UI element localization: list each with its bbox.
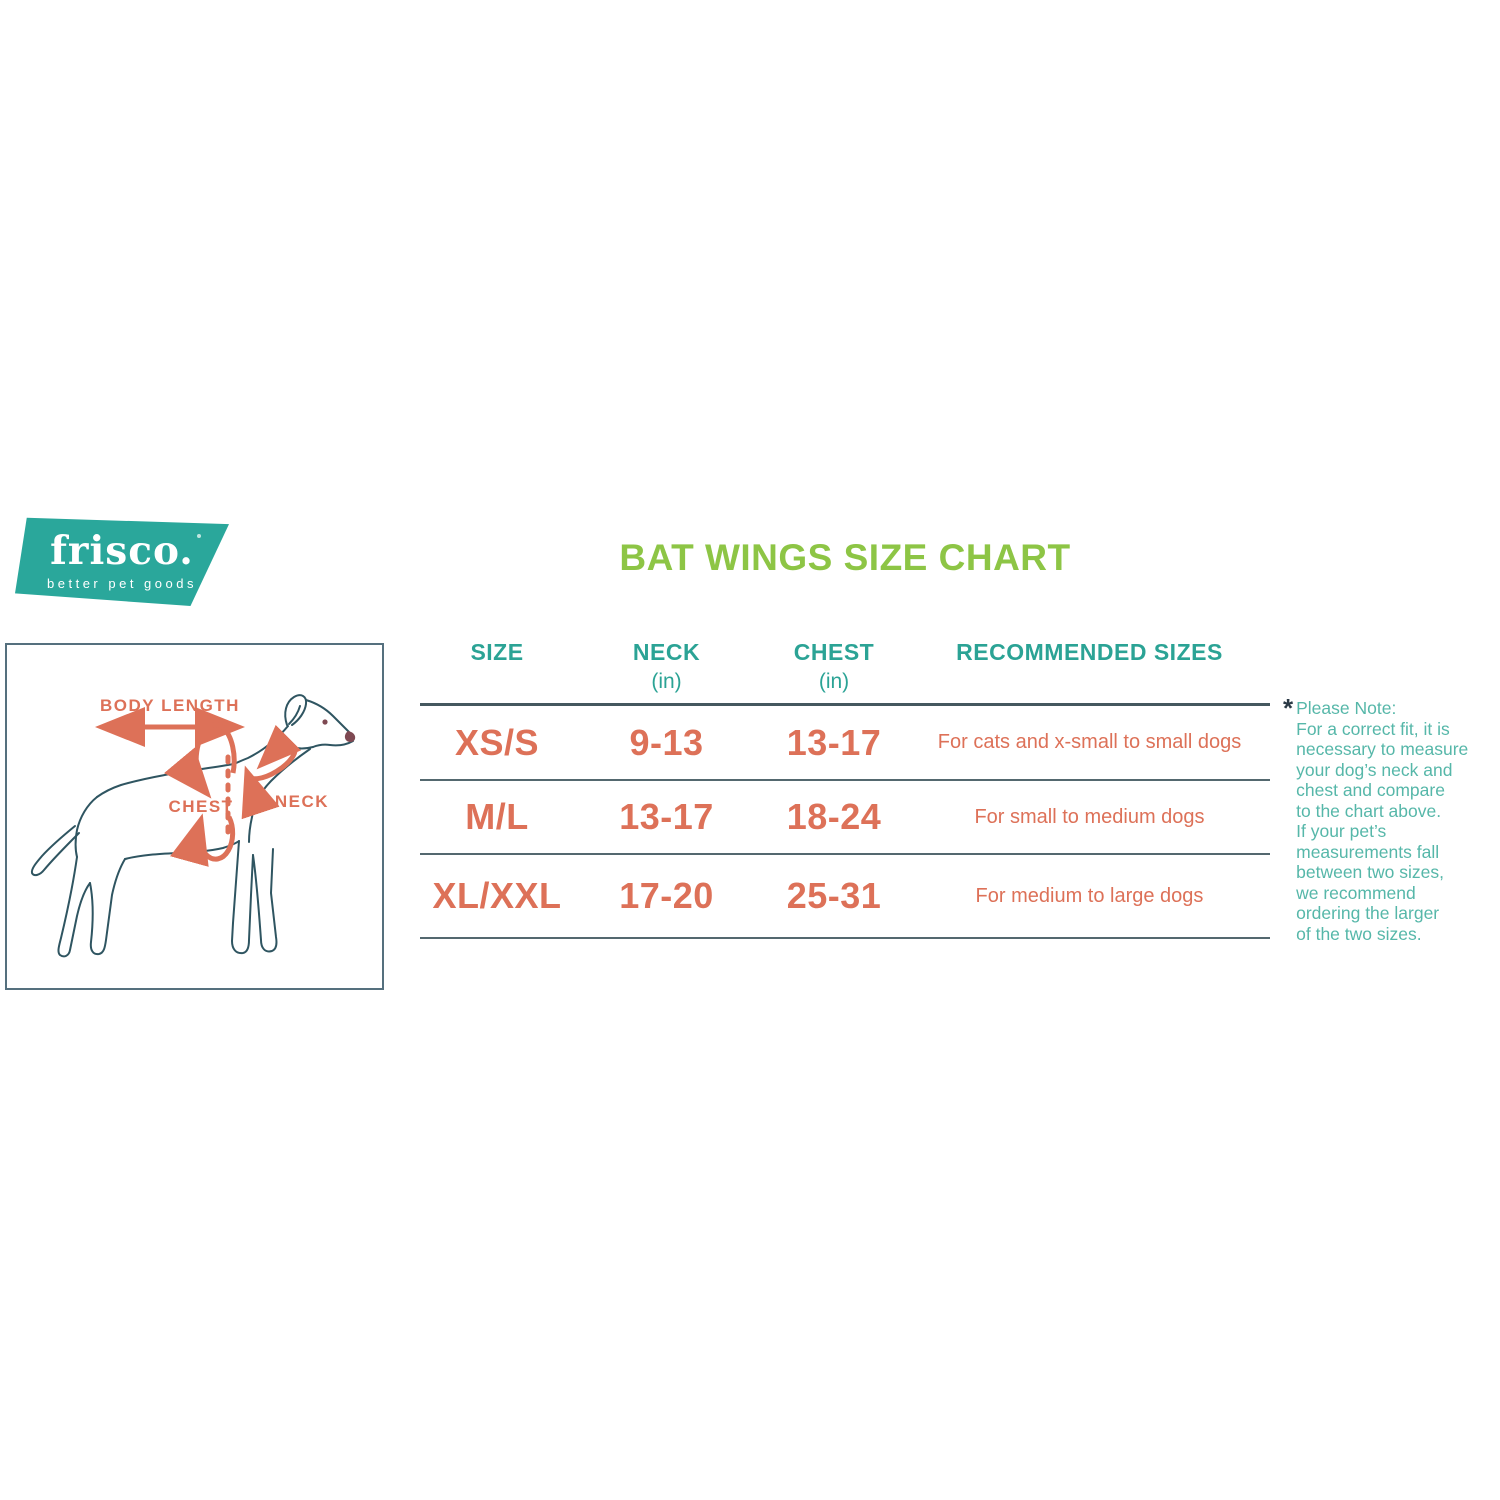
dog-outline [30, 694, 356, 958]
table-row: M/L 13-17 18-24 For small to medium dogs [420, 781, 1270, 855]
fit-note: * Please Note: For a correct fit, it is … [1283, 693, 1495, 944]
recommended-value: For small to medium dogs [974, 805, 1205, 828]
chest-ellipse-top [164, 722, 237, 799]
asterisk: * [1283, 693, 1294, 723]
dog-line-drawing: BODY LENGTH CHEST NECK [30, 694, 356, 958]
table-row: XS/S 9-13 13-17 For cats and x-small to … [420, 706, 1270, 781]
size-value: XL/XXL [432, 875, 562, 916]
neck-value: 13-17 [619, 796, 714, 837]
column-header-recommended: RECOMMENDED SIZES [956, 639, 1223, 665]
page-title: BAT WINGS SIZE CHART [619, 537, 1071, 578]
column-header-neck: NECK (in) [632, 639, 701, 693]
chest-units: (in) [818, 670, 850, 693]
dog-measurement-diagram: BODY LENGTH CHEST NECK [5, 643, 384, 990]
chest-value: 25-31 [786, 875, 882, 916]
table-header-row: SIZE NECK (in) CHEST (in) RECOMMENDED SI… [420, 632, 1270, 706]
size-value: M/L [465, 796, 529, 837]
body-length-label: BODY LENGTH [100, 696, 240, 715]
frisco-logo: frisco. better pet goods [15, 517, 229, 606]
neck-label: NECK [275, 792, 329, 811]
neck-units: (in) [651, 670, 682, 693]
recommended-value: For medium to large dogs [975, 884, 1204, 907]
size-value: XS/S [454, 721, 540, 763]
chest-value: 18-24 [786, 796, 882, 837]
trademark-dot [196, 533, 201, 538]
measurement-annotations: BODY LENGTH CHEST NECK [95, 696, 329, 867]
chest-value: 13-17 [786, 721, 882, 763]
chest-ellipse-bottom [170, 813, 236, 867]
brand-tagline: better pet goods [47, 575, 197, 591]
column-header-size: SIZE [470, 639, 524, 665]
brand-name: frisco. [50, 531, 201, 571]
column-header-chest: CHEST (in) [793, 639, 875, 693]
neck-dashed-line [256, 724, 302, 770]
recommended-value: For cats and x-small to small dogs [937, 731, 1242, 753]
note-text: Please Note: For a correct fit, it is ne… [1296, 698, 1469, 944]
chest-label: CHEST [168, 797, 233, 816]
table-row: XL/XXL 17-20 25-31 For medium to large d… [420, 855, 1270, 939]
neck-value: 17-20 [619, 875, 714, 916]
size-table: SIZE NECK (in) CHEST (in) RECOMMENDED SI… [420, 632, 1270, 939]
neck-value: 9-13 [629, 721, 704, 763]
